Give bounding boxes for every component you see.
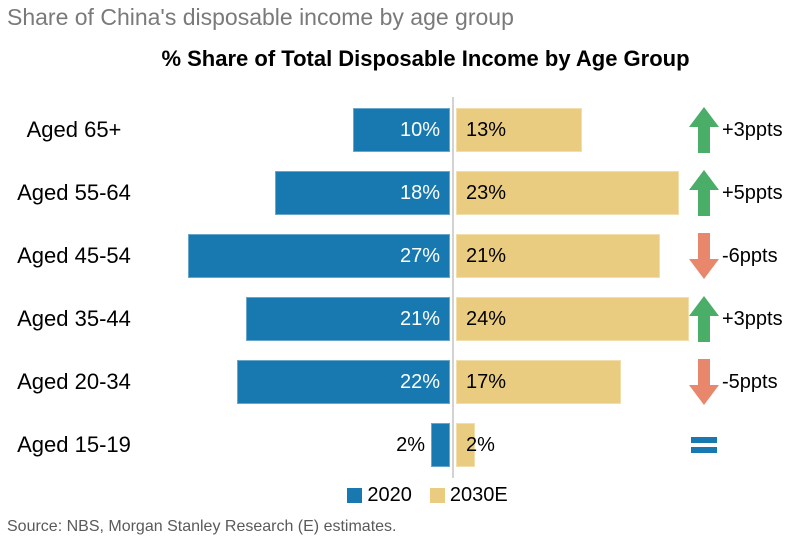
category-label: Aged 20-34 — [17, 369, 131, 394]
bar-2030 — [456, 234, 660, 278]
bar-value-2030: 2% — [466, 434, 495, 456]
bar-value-2030: 17% — [466, 371, 507, 393]
category-label: Aged 15-19 — [17, 432, 131, 457]
category-label: Aged 55-64 — [17, 180, 131, 205]
bar-value-2020: 2% — [396, 434, 425, 456]
legend: 2020 2030E — [0, 484, 809, 506]
legend-swatch-icon — [347, 487, 363, 503]
bar-value-2020: 18% — [399, 182, 440, 204]
bar-value-2030: 23% — [466, 182, 507, 204]
bar-2020 — [237, 360, 450, 404]
legend-swatch-icon — [429, 487, 445, 503]
legend-item: 2030E — [429, 484, 508, 506]
trend-up-icon — [689, 296, 719, 342]
bar-value-2020: 22% — [399, 371, 440, 393]
bar-value-2020: 21% — [399, 308, 440, 330]
bar-value-2030: 13% — [466, 119, 507, 141]
bar-2020 — [353, 108, 450, 152]
change-label: -6ppts — [722, 245, 778, 267]
bar-2030 — [456, 108, 582, 152]
bar-2030 — [456, 423, 475, 467]
trend-up-icon — [689, 107, 719, 153]
legend-label: 2030E — [449, 484, 508, 506]
bar-value-2030: 24% — [466, 308, 507, 330]
change-label: +5ppts — [722, 182, 783, 204]
bar-2030 — [456, 297, 689, 341]
trend-down-icon — [689, 233, 719, 279]
trend-up-icon — [689, 170, 719, 216]
axis-divider-line — [452, 97, 454, 478]
bar-2020 — [431, 423, 450, 467]
bar-2030 — [456, 360, 621, 404]
source-note: Source: NBS, Morgan Stanley Research (E)… — [7, 518, 397, 535]
bar-value-2020: 27% — [399, 245, 440, 267]
change-label: +3ppts — [722, 119, 783, 141]
change-label: +3ppts — [722, 308, 783, 330]
bar-2020 — [275, 171, 450, 215]
chart-title: % Share of Total Disposable Income by Ag… — [161, 46, 690, 71]
bar-2020 — [188, 234, 450, 278]
category-label: Aged 65+ — [26, 117, 122, 142]
bar-value-2030: 21% — [466, 245, 507, 267]
category-label: Aged 45-54 — [17, 243, 131, 268]
trend-equal-icon — [691, 437, 721, 453]
bar-2020 — [246, 297, 450, 341]
bar-value-2020: 10% — [399, 119, 440, 141]
category-label: Aged 35-44 — [17, 306, 131, 331]
trend-down-icon — [689, 359, 719, 405]
page-title: Share of China's disposable income by ag… — [7, 4, 514, 30]
bar-2030 — [456, 171, 679, 215]
change-label: -5ppts — [722, 371, 778, 393]
legend-item: 2020 — [347, 484, 412, 506]
legend-label: 2020 — [367, 484, 412, 506]
